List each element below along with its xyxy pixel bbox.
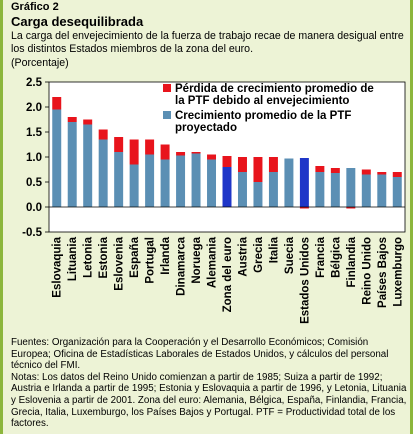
- bar-projected: [98, 139, 108, 207]
- x-tick-label: Suecia: [284, 236, 296, 274]
- bar-loss: [346, 207, 356, 209]
- bar-loss: [237, 157, 247, 172]
- methodology-note: Notas: Los datos del Reino Unido comienz…: [11, 371, 407, 430]
- bar-loss: [191, 152, 201, 154]
- bar-projected: [377, 174, 387, 207]
- legend-label-loss: Pérdida de crecimiento promedio de la PTF…: [175, 83, 374, 107]
- bar-projected: [284, 158, 294, 207]
- x-tick-label: Reino Unido: [361, 237, 373, 305]
- bar-loss: [83, 119, 93, 125]
- legend-label-projected: Crecimiento promedio de la PTF proyectado: [175, 110, 351, 134]
- bar-loss: [222, 156, 232, 167]
- bar-loss: [377, 172, 387, 175]
- bar-chart: -0.5 0.0 0.5 1.0 1.5 2.0 2.5 Eslovaquia Lituania…: [22, 77, 406, 324]
- figure-title: Carga desequilibrada: [11, 14, 144, 29]
- y-tick-label: 1.5: [26, 127, 43, 139]
- x-tick-label: Alemania: [207, 236, 219, 288]
- x-tick-label: Eslovaquia: [52, 236, 64, 297]
- x-tick-label: Portugal: [145, 237, 157, 284]
- x-tick-label: Eslovenia: [114, 236, 126, 290]
- bar-projected: [145, 154, 155, 207]
- x-tick-label: Austria: [237, 236, 249, 276]
- x-tick-label: Grecia: [253, 236, 265, 272]
- bar-projected: [207, 159, 217, 207]
- bar-loss: [52, 97, 62, 110]
- x-tick-label: Luxemburgo: [392, 237, 404, 307]
- bar-loss: [315, 166, 325, 172]
- bar-projected: [67, 122, 77, 207]
- x-tick-label: Bélgica: [330, 236, 342, 278]
- bar-projected: [129, 164, 139, 207]
- bar-projected: [237, 172, 247, 207]
- legend-swatch-projected: [163, 111, 171, 119]
- x-tick-label: España: [129, 236, 141, 278]
- x-tick-label: Letonia: [83, 236, 95, 277]
- figure-number: Gráfico 2: [11, 1, 59, 13]
- x-tick-label: Dinamarca: [176, 236, 188, 295]
- bar-loss: [145, 139, 155, 155]
- bar-loss: [67, 117, 77, 122]
- bar-loss: [176, 152, 186, 156]
- x-tick-label: Lituania: [67, 236, 79, 281]
- x-tick-label: Zona del euro: [222, 237, 234, 312]
- x-tick-label: Noruega: [191, 236, 203, 283]
- x-tick-label: Italia: [268, 236, 280, 263]
- figure-unit: (Porcentaje): [11, 57, 69, 69]
- bar-projected: [191, 153, 201, 207]
- bar-projected: [361, 174, 371, 207]
- figure-subtitle: La carga del envejecimiento de la fuerza…: [11, 30, 404, 55]
- bar-projected: [299, 158, 309, 207]
- y-tick-label: 2.0: [26, 102, 42, 114]
- bar-projected: [160, 159, 170, 207]
- bar-loss: [129, 139, 139, 165]
- x-tick-label: Irlanda: [160, 236, 172, 274]
- bar-projected: [114, 152, 124, 207]
- bar-projected: [83, 124, 93, 207]
- bar-loss: [207, 154, 217, 160]
- bar-loss: [114, 137, 124, 152]
- bar-loss: [299, 207, 309, 209]
- y-tick-label: -0.5: [22, 227, 42, 239]
- x-tick-label: Finlandia: [346, 236, 358, 287]
- sources-note: Fuentes: Organización para la Cooperació…: [11, 337, 389, 372]
- x-tick-label: Estonia: [98, 236, 110, 278]
- bar-projected: [268, 172, 278, 207]
- bar-loss: [392, 172, 402, 177]
- bar-loss: [361, 169, 371, 175]
- bar-loss: [98, 129, 108, 140]
- bar-projected: [346, 168, 356, 207]
- legend-swatch-loss: [163, 84, 171, 92]
- bar-loss: [268, 157, 278, 172]
- y-tick-label: 2.5: [26, 77, 43, 89]
- bar-projected: [176, 155, 186, 207]
- bar-projected: [52, 109, 62, 207]
- x-tick-label: Francia: [315, 236, 327, 278]
- figure-notes: Fuentes: Organización para la Cooperació…: [11, 337, 407, 430]
- x-tick-label: Países Bajos: [377, 237, 389, 308]
- y-tick-label: 0.5: [26, 177, 43, 189]
- bar-projected: [222, 167, 232, 207]
- x-tick-label: Estados Unidos: [299, 237, 311, 324]
- bar-projected: [392, 177, 402, 207]
- bar-projected: [330, 173, 340, 207]
- y-tick-label: 1.0: [26, 152, 42, 164]
- bar-projected: [253, 182, 263, 207]
- bar-loss: [253, 157, 263, 182]
- bar-projected: [315, 172, 325, 207]
- bar-loss: [330, 168, 340, 173]
- bar-loss: [160, 144, 170, 160]
- y-tick-label: 0.0: [26, 202, 42, 214]
